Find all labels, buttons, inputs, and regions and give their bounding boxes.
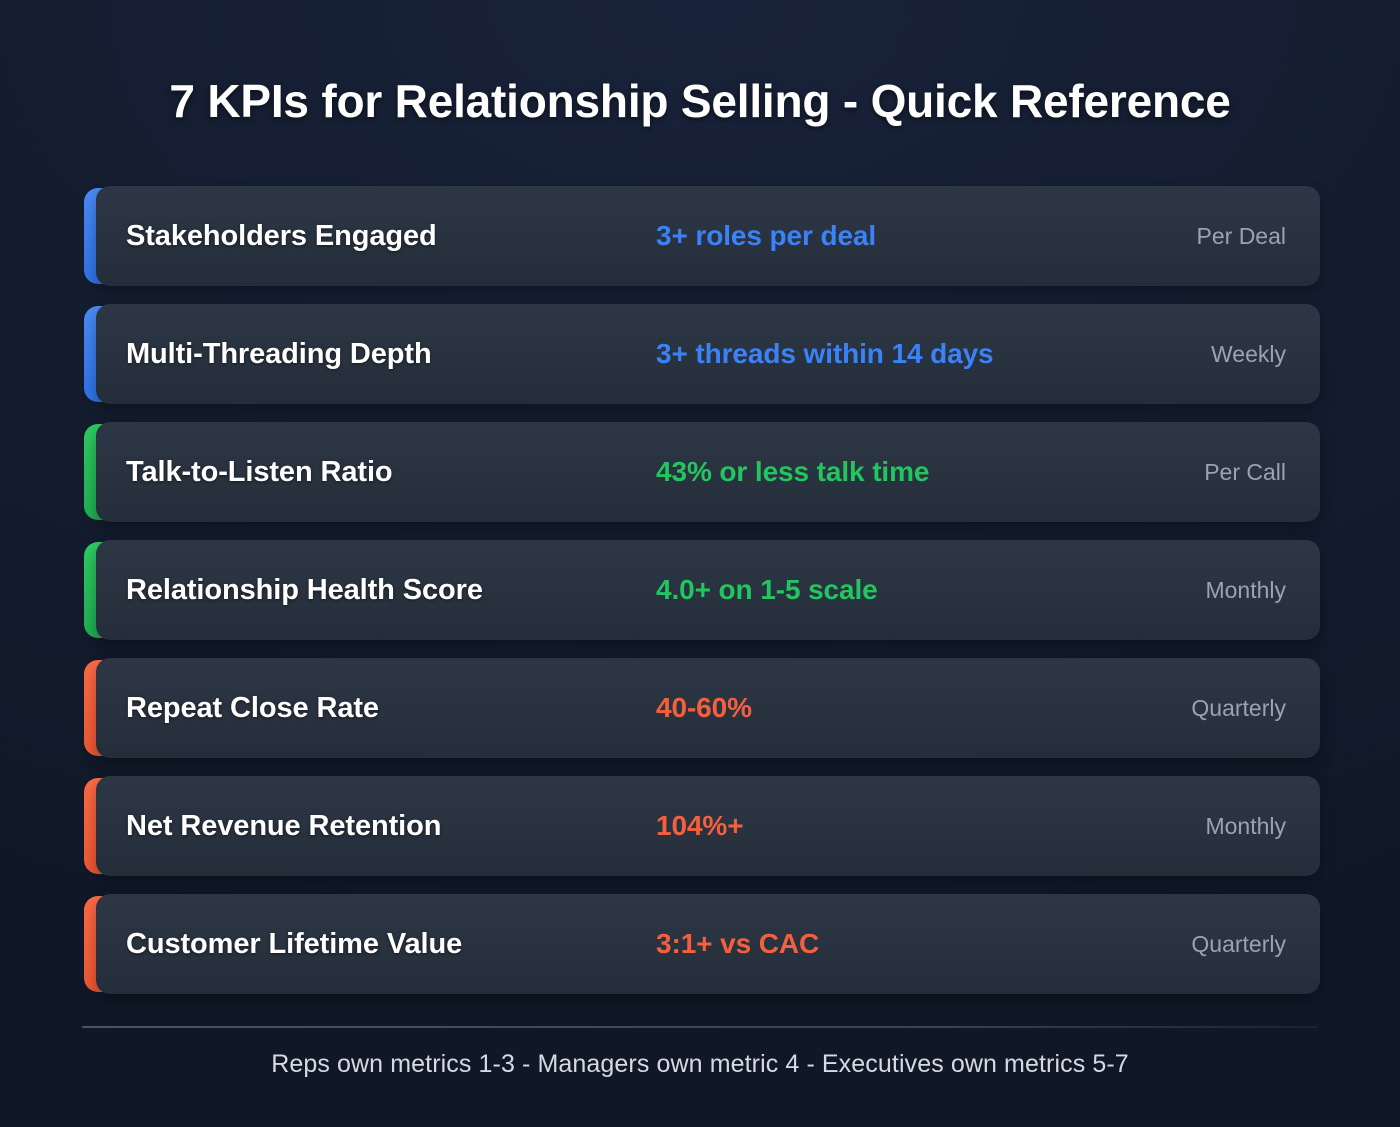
kpi-card[interactable]: Multi-Threading Depth 3+ threads within 1…: [96, 304, 1320, 404]
kpi-target-value: 3:1+ vs CAC: [656, 928, 820, 959]
kpi-cadence-label: Quarterly: [1191, 930, 1286, 957]
kpi-card[interactable]: Relationship Health Score 4.0+ on 1-5 sca…: [96, 540, 1320, 640]
kpi-cadence-label: Per Call: [1204, 458, 1286, 485]
kpi-row[interactable]: Customer Lifetime Value 3:1+ vs CAC Quarte…: [84, 894, 1320, 994]
kpi-row[interactable]: Repeat Close Rate 40-60% Quarterly: [84, 658, 1320, 758]
kpi-cadence-label: Per Deal: [1196, 222, 1286, 249]
kpi-metric-label: Relationship Health Score: [126, 573, 483, 606]
kpi-metric-label: Multi-Threading Depth: [126, 337, 432, 370]
kpi-target-value: 104%+: [656, 810, 744, 841]
kpi-row[interactable]: Relationship Health Score 4.0+ on 1-5 sca…: [84, 540, 1320, 640]
kpi-card[interactable]: Talk-to-Listen Ratio 43% or less talk tim…: [96, 422, 1320, 522]
kpi-metric-label: Talk-to-Listen Ratio: [126, 455, 393, 488]
kpi-cadence-label: Quarterly: [1191, 694, 1286, 721]
kpi-row[interactable]: Talk-to-Listen Ratio 43% or less talk tim…: [84, 422, 1320, 522]
kpi-target-value: 43% or less talk time: [656, 456, 930, 487]
kpi-target-value: 4.0+ on 1-5 scale: [656, 574, 878, 605]
kpi-metric-label: Repeat Close Rate: [126, 691, 379, 724]
kpi-target-value: 3+ threads within 14 days: [656, 338, 994, 369]
kpi-card[interactable]: Customer Lifetime Value 3:1+ vs CAC Quarte…: [96, 894, 1320, 994]
kpi-metric-label: Stakeholders Engaged: [126, 219, 437, 252]
kpi-cadence-label: Monthly: [1205, 812, 1286, 839]
kpi-target-value: 3+ roles per deal: [656, 220, 877, 251]
kpi-cadence-label: Monthly: [1205, 576, 1286, 603]
page-title: 7 KPIs for Relationship Selling - Quick …: [169, 75, 1231, 127]
footer-note: Reps own metrics 1-3 - Managers own metr…: [271, 1050, 1129, 1078]
kpi-cadence-label: Weekly: [1211, 340, 1286, 367]
kpi-row-list: Stakeholders Engaged 3+ roles per deal Per…: [84, 186, 1320, 1012]
kpi-card[interactable]: Repeat Close Rate 40-60% Quarterly: [96, 658, 1320, 758]
footer-divider: [82, 1026, 1318, 1028]
kpi-row[interactable]: Net Revenue Retention 104%+ Monthly: [84, 776, 1320, 876]
kpi-row[interactable]: Stakeholders Engaged 3+ roles per deal Per…: [84, 186, 1320, 286]
kpi-card[interactable]: Stakeholders Engaged 3+ roles per deal Per…: [96, 186, 1320, 286]
kpi-target-value: 40-60%: [656, 692, 752, 723]
kpi-metric-label: Net Revenue Retention: [126, 809, 442, 842]
kpi-card[interactable]: Net Revenue Retention 104%+ Monthly: [96, 776, 1320, 876]
kpi-metric-label: Customer Lifetime Value: [126, 927, 463, 960]
kpi-row[interactable]: Multi-Threading Depth 3+ threads within 1…: [84, 304, 1320, 404]
